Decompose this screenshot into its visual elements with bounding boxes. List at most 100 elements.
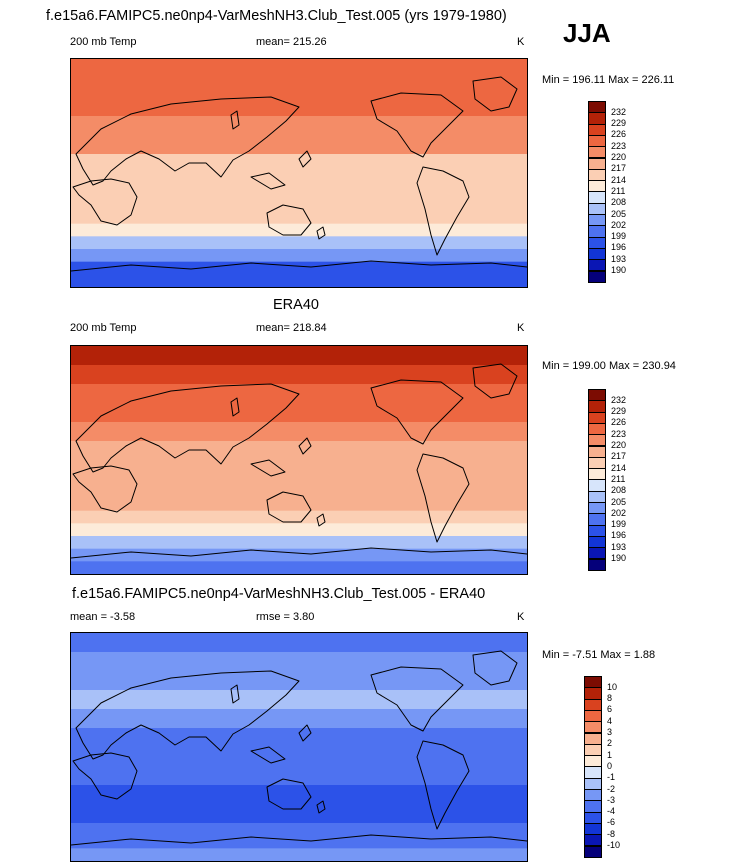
panel2-colorbar-tick-205: 205 xyxy=(611,496,627,507)
panel2-band-lat--60 xyxy=(71,536,527,550)
panel2-coastline-9 xyxy=(230,397,240,417)
panel3-coastline-1 xyxy=(72,752,138,800)
panel3-band-lat--30 xyxy=(71,785,527,799)
panel1-left-label: 200 mb Temp xyxy=(70,36,137,48)
panel3-band-lat-0 xyxy=(71,747,527,767)
panel3-coastline-2 xyxy=(266,778,312,810)
panel1-band-lat--60 xyxy=(71,249,527,263)
panel1-map-svg xyxy=(71,59,527,287)
panel3-band-lat-90 xyxy=(71,633,527,653)
panel2-colorbar-tick-196: 196 xyxy=(611,530,627,541)
panel3-band-lat--40 xyxy=(71,797,527,811)
panel1-coastline-1 xyxy=(72,178,138,226)
panel3-band-lat--50 xyxy=(71,810,527,824)
panel1-coastline-4 xyxy=(416,166,470,256)
panel2-band-lat-15 xyxy=(71,441,527,461)
panel1-colorbar-tick-226: 226 xyxy=(611,129,627,140)
panel3-coastline-3 xyxy=(370,666,464,732)
panel1-band-lat--40 xyxy=(71,223,527,237)
panel1-colorbar-tick-193: 193 xyxy=(611,253,627,264)
panel3-colorbar-tick--6: -6 xyxy=(607,817,616,828)
panel1-band-lat-15 xyxy=(71,154,527,174)
panel2-units-label: K xyxy=(517,322,525,334)
panel2-band-lat-75 xyxy=(71,365,527,385)
panel1-band-lat--80 xyxy=(71,274,527,287)
panel1-colorbar-tick-190: 190 xyxy=(611,265,627,275)
panel2-band-lat--30 xyxy=(71,498,527,512)
panel2-colorbar-tick-199: 199 xyxy=(611,519,627,530)
panel1-colorbar-tick-214: 214 xyxy=(611,174,627,185)
panel1-coastline-7 xyxy=(250,172,286,190)
panel1-colorbar-tick-202: 202 xyxy=(611,219,627,230)
panel1-band-lat-0 xyxy=(71,173,527,193)
panel3-band-lat-45 xyxy=(71,690,527,710)
panel3-coastline-4 xyxy=(416,740,470,830)
panel3-center-label: rmse = 3.80 xyxy=(256,611,315,623)
panel3-band-lat-15 xyxy=(71,728,527,748)
panel2-band-lat--70 xyxy=(71,548,527,562)
panel3-colorbar-tick-0: 0 xyxy=(607,760,613,771)
panel2-colorbar-tick-223: 223 xyxy=(611,428,627,439)
panel1-coastline-3 xyxy=(370,92,464,158)
panel3-colorbar-tick-3: 3 xyxy=(607,727,613,737)
panel1-band-lat--15 xyxy=(71,192,527,212)
panel3-colorbar-box-0 xyxy=(584,845,602,858)
panel2-left-label: 200 mb Temp xyxy=(70,322,137,334)
panel2-band-lat-30 xyxy=(71,422,527,442)
panel3-colorbar-tick-1: 1 xyxy=(607,749,613,760)
panel1-band-lat-75 xyxy=(71,78,527,98)
panel3-colorbar-tick-10: 10 xyxy=(607,681,618,692)
panel2-colorbar-tick-232: 232 xyxy=(611,394,627,405)
panel3-coastline-7 xyxy=(250,746,286,764)
panel3-band-lat--80 xyxy=(71,848,527,861)
panel2-band-lat-0 xyxy=(71,460,527,480)
panel3-colorbar-tick--4: -4 xyxy=(607,806,616,817)
panel2-band-lat--50 xyxy=(71,523,527,537)
panel1-coastline-8 xyxy=(316,226,326,240)
panel2-colorbar-tick-211: 211 xyxy=(611,473,626,484)
panel3-colorbar-tick--1: -1 xyxy=(607,772,616,783)
panel3-coastline-5 xyxy=(472,650,518,686)
panel1-band-lat--30 xyxy=(71,211,527,225)
panel2-colorbar-tick-208: 208 xyxy=(611,485,627,496)
panel1-colorbar-tick-217: 217 xyxy=(611,163,627,174)
panel2-coastline-4 xyxy=(416,453,470,543)
panel3-map-svg xyxy=(71,633,527,861)
panel3-coastline-9 xyxy=(230,684,240,704)
panel2-colorbar-tick-202: 202 xyxy=(611,507,627,518)
panel3-map xyxy=(70,632,528,862)
panel2-coastline-1 xyxy=(72,465,138,513)
panel1-coastline-antarctica xyxy=(71,260,527,272)
panel1-coastline-0 xyxy=(75,96,300,186)
panel2-coastline-7 xyxy=(250,459,286,477)
panel1-colorbar-box-0 xyxy=(588,270,606,283)
panel3-units-label: K xyxy=(517,611,525,623)
panel2-band-lat--40 xyxy=(71,510,527,524)
panel1-band-lat-90 xyxy=(71,59,527,79)
panel1-colorbar-tick-223: 223 xyxy=(611,140,627,151)
panel1-colorbar-tick-211: 211 xyxy=(611,185,626,196)
panel1-coastline-6 xyxy=(298,150,312,168)
season-label: JJA xyxy=(563,18,611,48)
panel2-colorbar-tick-214: 214 xyxy=(611,462,627,473)
panel1-minmax-label: Min = 196.11 Max = 226.11 xyxy=(542,74,675,86)
panel1-map xyxy=(70,58,528,288)
panel3-coastline-0 xyxy=(75,670,300,760)
panel2-band-lat--80 xyxy=(71,561,527,574)
panel1-coastline-5 xyxy=(472,76,518,112)
panel1-colorbar-tick-229: 229 xyxy=(611,118,627,129)
panel1-colorbar-tick-208: 208 xyxy=(611,197,627,208)
panel2-center-label: mean= 218.84 xyxy=(256,322,327,334)
panel2-title: ERA40 xyxy=(273,297,319,313)
panel3-coastline-6 xyxy=(298,724,312,742)
panel3-band-lat--15 xyxy=(71,766,527,786)
panel3-band-lat-75 xyxy=(71,652,527,672)
panel1-colorbar-tick-232: 232 xyxy=(611,106,627,117)
panel2-colorbar-box-0 xyxy=(588,558,606,571)
panel3-left-label: mean = -3.58 xyxy=(70,611,136,623)
panel2-coastline-3 xyxy=(370,379,464,445)
panel3-colorbar-tick-6: 6 xyxy=(607,704,613,715)
panel2-colorbar-tick-190: 190 xyxy=(611,553,627,563)
panel3-colorbar-tick--3: -3 xyxy=(607,794,616,805)
panel3-colorbar-tick--8: -8 xyxy=(607,828,616,839)
